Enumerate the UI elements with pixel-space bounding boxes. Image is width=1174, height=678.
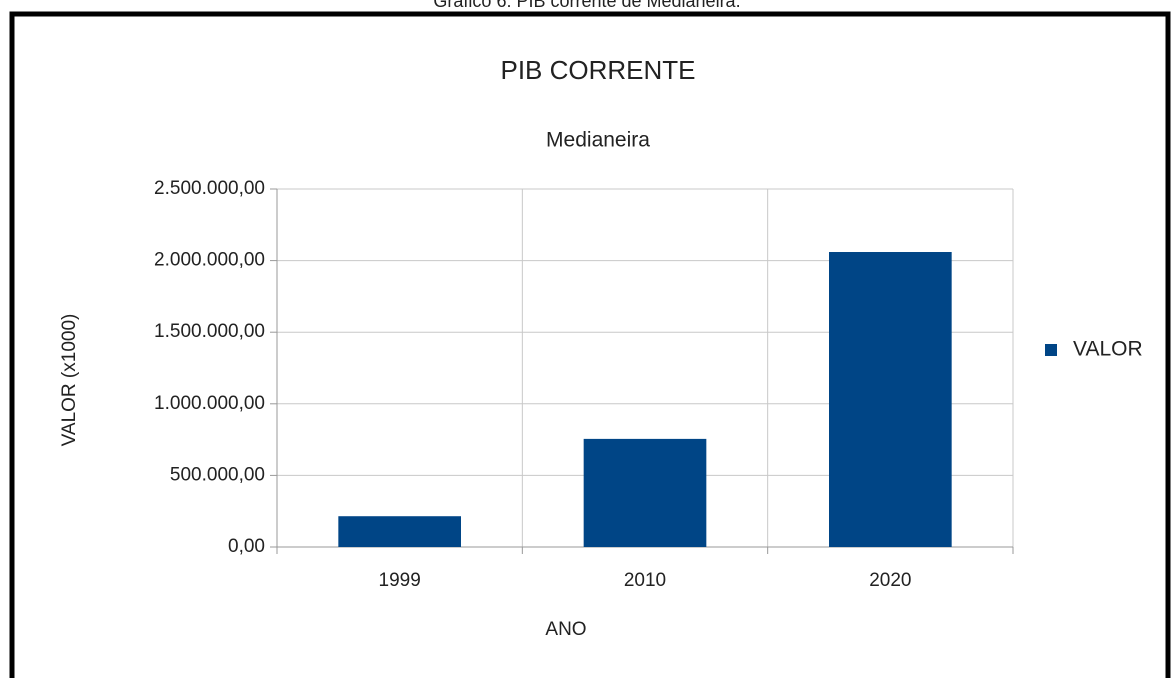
frame [9, 11, 1171, 678]
x-tick-label: 2020 [869, 570, 911, 591]
bar [338, 516, 461, 547]
chart-subtitle: Medianeira [546, 129, 650, 152]
y-tick-label: 1.000.000,00 [154, 393, 265, 414]
legend-swatch [1045, 344, 1057, 356]
legend-label: VALOR [1073, 338, 1143, 361]
y-tick-label: 0,00 [228, 536, 265, 557]
y-axis-label: VALOR (x1000) [59, 314, 80, 447]
x-tick-label: 2010 [624, 570, 666, 591]
bar [583, 438, 707, 547]
caption: Gráfico 6: PIB corrente de Medianeira. [433, 0, 740, 11]
x-axis-label: ANO [545, 619, 586, 640]
y-tick-label: 2.000.000,00 [154, 250, 265, 271]
chart-title: PIB CORRENTE [500, 55, 695, 85]
x-tick-label: 1999 [379, 570, 421, 591]
bar [829, 252, 952, 547]
y-tick-label: 500.000,00 [170, 464, 265, 485]
y-tick-label: 1.500.000,00 [154, 321, 265, 342]
y-tick-label: 2.500.000,00 [154, 178, 265, 199]
